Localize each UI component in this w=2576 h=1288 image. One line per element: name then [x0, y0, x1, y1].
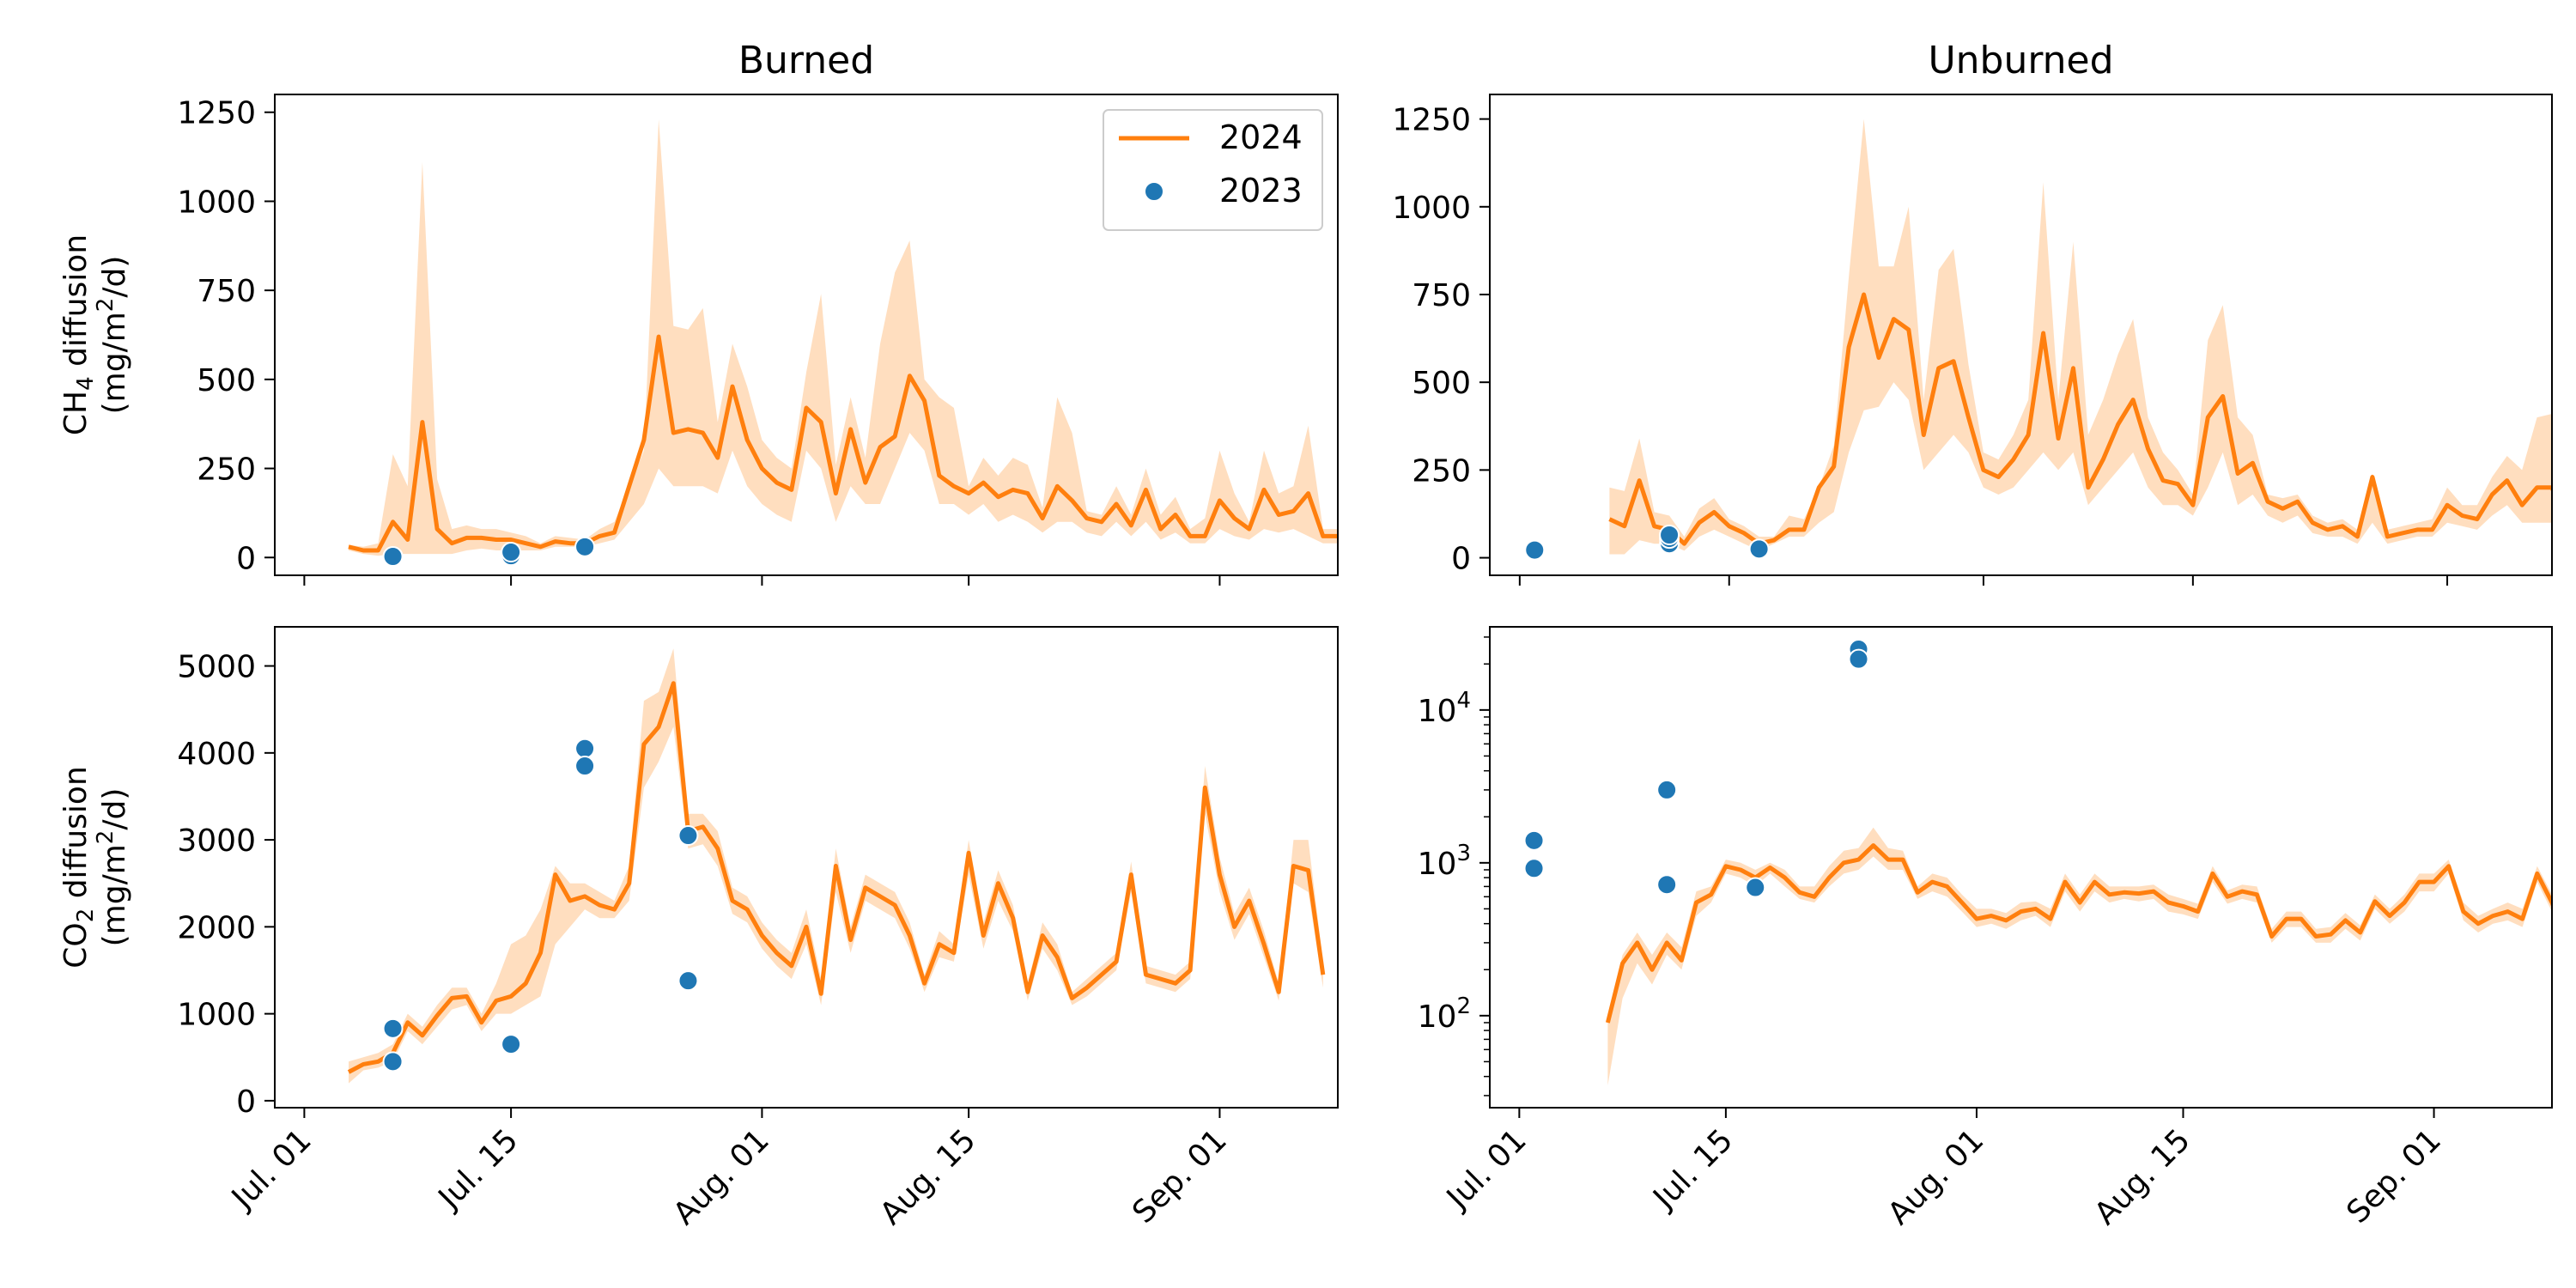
y-axis-label-pre: CH — [58, 391, 94, 435]
line-2024 — [1608, 292, 2552, 546]
y-tick-label-exp: 3 — [1456, 841, 1471, 866]
y-tick-label: 1000 — [1392, 191, 1471, 226]
y-axis-label-post: diffusion — [58, 234, 94, 377]
x-tick-label: Aug. 15 — [2088, 1122, 2197, 1231]
x-tick-label: Jul. 01 — [1439, 1122, 1534, 1217]
point-2023-6 — [677, 825, 699, 847]
point-2023-1 — [382, 1018, 404, 1039]
point-2023-4 — [1656, 874, 1678, 896]
plot-area — [1524, 118, 2552, 561]
band-2024 — [1609, 118, 2552, 555]
y-tick-label: 0 — [1451, 542, 1471, 577]
y-tick-label-exp: 4 — [1456, 688, 1471, 714]
y-tick-label: 1000 — [177, 185, 256, 220]
y-axis-label-post: diffusion — [58, 766, 94, 908]
panel-title: Burned — [738, 39, 874, 82]
x-tick-label: Jul. 15 — [431, 1122, 526, 1217]
y-axis-label-pre: CO — [58, 922, 94, 968]
y-axis-label-line1: CO2 diffusion — [58, 766, 99, 969]
y-axis-label-sup: 2 — [93, 298, 118, 313]
panel-2: 0 250 500 750 1000 1250 Unburned — [1392, 39, 2553, 586]
axes-frame — [274, 94, 1339, 576]
band-2024 — [1607, 827, 2552, 1085]
y-axis-label-pre: (mg/m — [97, 312, 132, 414]
line-2024 — [347, 681, 1326, 1074]
point-2023-1 — [1523, 829, 1545, 851]
y-tick-label: 1000 — [177, 998, 256, 1033]
y-tick-label: 102 — [1418, 993, 1471, 1035]
x-tick-label: Sep. 01 — [1126, 1122, 1234, 1230]
x-tick-label: Jul. 01 — [224, 1122, 319, 1217]
y-tick-label: 750 — [1412, 278, 1471, 313]
y-tick-label: 250 — [1412, 453, 1471, 489]
legend: 2024 2023 — [1103, 109, 1323, 231]
x-tick-label: Aug. 15 — [873, 1122, 982, 1231]
point-2023-5 — [1748, 538, 1770, 560]
y-tick-label: 5000 — [177, 650, 256, 685]
line-2024 — [1605, 843, 2552, 1024]
y-tick-label: 104 — [1418, 688, 1471, 729]
y-tick-label: 4000 — [177, 737, 256, 772]
point-2023-1 — [382, 546, 404, 568]
point-2023-3 — [1656, 779, 1678, 800]
point-2023-2 — [382, 1051, 404, 1072]
point-2023-7 — [1848, 648, 1869, 670]
axes-frame — [1489, 94, 2553, 576]
y-tick-label: 0 — [236, 1084, 256, 1120]
plot-area — [347, 648, 1326, 1084]
point-2023-5 — [1745, 877, 1766, 898]
y-tick-label: 500 — [197, 363, 256, 398]
point-2023-7 — [677, 970, 699, 992]
axes-frame — [1489, 626, 2553, 1109]
y-tick-label: 3000 — [177, 823, 256, 859]
y-axis-label-post: /d) — [97, 256, 132, 298]
panel-1: 0 250 500 750 1000 1250 Burned CH4 diffusion (mg… — [58, 39, 1339, 586]
y-tick-label: 0 — [236, 541, 256, 576]
plot-area — [348, 119, 1338, 568]
x-tick-label: Aug. 01 — [1881, 1122, 1990, 1231]
point-2023-3 — [501, 542, 522, 563]
panel-title: Unburned — [1928, 39, 2113, 82]
legend-label: 2024 — [1219, 118, 1303, 156]
y-axis-label-sup: 2 — [93, 830, 118, 845]
y-axis-label-pre: (mg/m — [97, 844, 132, 946]
y-axis-label-line2: (mg/m2/d) — [93, 256, 132, 415]
y-axis-label-sub: 4 — [73, 376, 99, 391]
x-tick-label: Aug. 01 — [667, 1122, 776, 1231]
axes-frame — [274, 626, 1339, 1109]
point-2023-4 — [1659, 524, 1680, 545]
legend-label: 2023 — [1219, 172, 1303, 210]
y-tick-label: 500 — [1412, 366, 1471, 401]
panel-3: 0 1000 2000 3000 4000 5000 Jul. 01 Jul. 15 Aug. … — [58, 626, 1339, 1232]
plot-area — [1523, 639, 2552, 1085]
y-axis-label-post: /d) — [97, 788, 132, 830]
point-2023-1 — [1524, 539, 1546, 561]
y-tick-label: 1250 — [177, 96, 256, 131]
line-2024 — [348, 334, 1338, 553]
y-axis-label-line1: CH4 diffusion — [58, 234, 99, 435]
point-2023-4 — [574, 536, 596, 557]
y-tick-label: 103 — [1418, 841, 1471, 882]
point-2023-5 — [574, 756, 596, 777]
y-tick-label-base: 10 — [1418, 999, 1457, 1035]
point-2023-2 — [1523, 858, 1545, 879]
y-axis-label-sub: 2 — [73, 908, 99, 923]
y-tick-label-base: 10 — [1418, 694, 1457, 729]
x-tick-label: Jul. 15 — [1646, 1122, 1741, 1217]
legend-point-marker — [1144, 181, 1164, 202]
y-tick-label-exp: 2 — [1456, 993, 1471, 1019]
y-tick-label-base: 10 — [1418, 847, 1457, 882]
y-tick-label: 750 — [197, 274, 256, 309]
y-tick-label: 1250 — [1392, 103, 1471, 138]
point-2023-3 — [501, 1034, 522, 1055]
y-tick-label: 250 — [197, 453, 256, 488]
y-tick-label: 2000 — [177, 910, 256, 945]
y-axis-label-line2: (mg/m2/d) — [93, 788, 132, 947]
point-2023-4 — [574, 738, 596, 759]
x-tick-label: Sep. 01 — [2340, 1122, 2448, 1230]
